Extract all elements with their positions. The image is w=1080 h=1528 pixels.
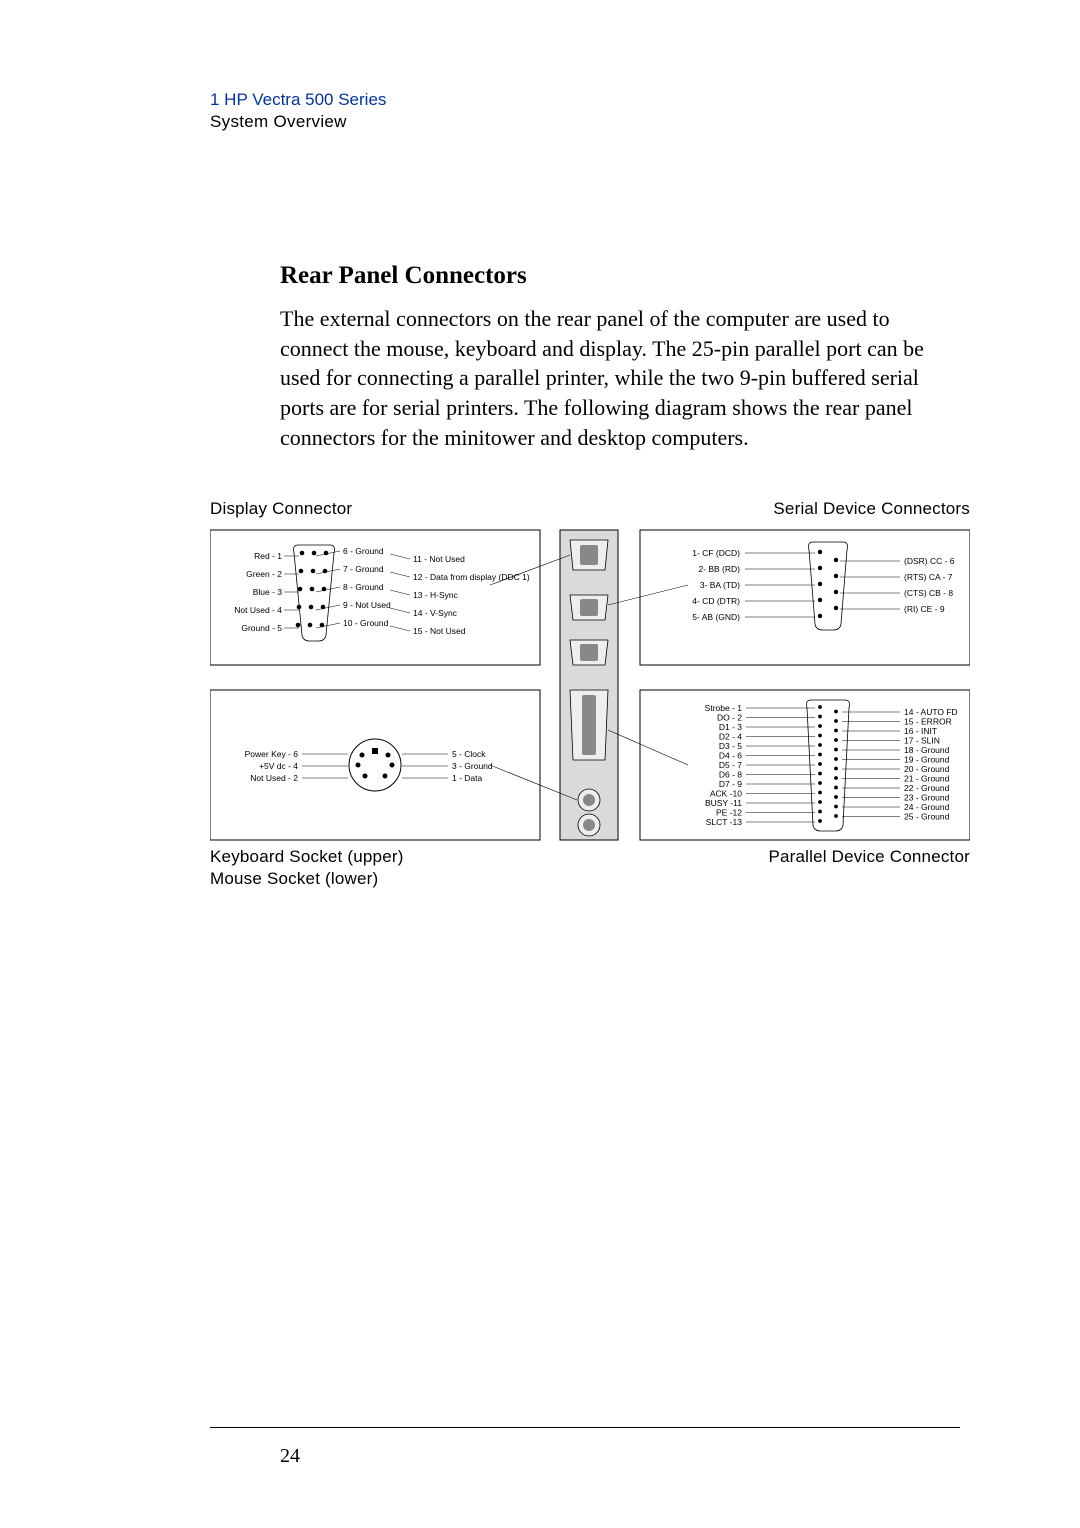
- header-chapter: 1 HP Vectra 500 Series: [210, 90, 960, 110]
- svg-text:19 - Ground: 19 - Ground: [904, 755, 950, 765]
- svg-text:21 - Ground: 21 - Ground: [904, 774, 950, 784]
- svg-text:1- CF (DCD): 1- CF (DCD): [692, 548, 740, 558]
- keyboard-socket-label: Keyboard Socket (upper): [210, 847, 404, 866]
- svg-text:5 - Clock: 5 - Clock: [452, 749, 486, 759]
- svg-text:18 - Ground: 18 - Ground: [904, 745, 950, 755]
- svg-text:15 - ERROR: 15 - ERROR: [904, 717, 952, 727]
- svg-text:17 - SLIN: 17 - SLIN: [904, 736, 940, 746]
- svg-text:8 - Ground: 8 - Ground: [343, 582, 384, 592]
- svg-text:(DSR) CC - 6: (DSR) CC - 6: [904, 556, 955, 566]
- svg-text:16 - INIT: 16 - INIT: [904, 726, 937, 736]
- svg-text:1 - Data: 1 - Data: [452, 773, 483, 783]
- serial-connector-box: 1- CF (DCD) 2- BB (RD) 3- BA (TD) 4- CD (DT…: [640, 530, 970, 665]
- svg-text:+5V dc - 4: +5V dc - 4: [259, 761, 298, 771]
- svg-text:11 - Not Used: 11 - Not Used: [413, 554, 465, 564]
- svg-text:D2 - 4: D2 - 4: [719, 732, 742, 742]
- body-paragraph: The external connectors on the rear pane…: [280, 304, 960, 452]
- svg-text:Strobe - 1: Strobe - 1: [705, 703, 743, 713]
- svg-text:D5 - 7: D5 - 7: [719, 760, 742, 770]
- svg-text:Not Used - 2: Not Used - 2: [250, 773, 298, 783]
- svg-text:D7 - 9: D7 - 9: [719, 779, 742, 789]
- display-connector-label: Display Connector: [210, 500, 352, 518]
- svg-text:D4 - 6: D4 - 6: [719, 751, 742, 761]
- rear-panel-strip: [560, 530, 618, 840]
- svg-text:14 - AUTO FD: 14 - AUTO FD: [904, 707, 958, 717]
- svg-text:Blue - 3: Blue - 3: [253, 587, 283, 597]
- svg-text:D3 - 5: D3 - 5: [719, 741, 742, 751]
- parallel-connector-label: Parallel Device Connector: [768, 847, 970, 866]
- svg-text:22 - Ground: 22 - Ground: [904, 783, 950, 793]
- svg-text:23 - Ground: 23 - Ground: [904, 793, 950, 803]
- display-connector-box: Red - 1 Green - 2 Blue - 3 Not Used - 4 Grou…: [210, 530, 540, 665]
- svg-text:13 - H-Sync: 13 - H-Sync: [413, 590, 459, 600]
- svg-text:D6 - 8: D6 - 8: [719, 770, 742, 780]
- svg-text:DO - 2: DO - 2: [717, 713, 742, 723]
- svg-text:6 - Ground: 6 - Ground: [343, 546, 384, 556]
- mouse-socket-label: Mouse Socket (lower): [210, 869, 378, 888]
- serial-connectors-label: Serial Device Connectors: [773, 500, 970, 518]
- svg-text:3 - Ground: 3 - Ground: [452, 761, 493, 771]
- svg-text:Green - 2: Green - 2: [246, 569, 282, 579]
- svg-text:25 - Ground: 25 - Ground: [904, 812, 950, 822]
- svg-text:PE -12: PE -12: [716, 808, 742, 818]
- svg-text:(RTS) CA - 7: (RTS) CA - 7: [904, 572, 953, 582]
- svg-text:(CTS) CB - 8: (CTS) CB - 8: [904, 588, 953, 598]
- svg-text:Red - 1: Red - 1: [254, 551, 282, 561]
- svg-text:Not Used - 4: Not Used - 4: [234, 605, 282, 615]
- svg-text:Ground - 5: Ground - 5: [241, 623, 282, 633]
- svg-text:7 - Ground: 7 - Ground: [343, 564, 384, 574]
- keyboard-socket-box: Power Key - 6 +5V dc - 4 Not Used - 2 5 - …: [210, 690, 540, 840]
- svg-text:Power Key - 6: Power Key - 6: [245, 749, 299, 759]
- svg-text:BUSY -11: BUSY -11: [705, 798, 742, 808]
- svg-text:4- CD (DTR): 4- CD (DTR): [692, 596, 740, 606]
- header-section: System Overview: [210, 112, 960, 132]
- svg-text:9 - Not Used: 9 - Not Used: [343, 600, 391, 610]
- svg-text:SLCT -13: SLCT -13: [706, 817, 742, 827]
- footer-rule: [210, 1427, 960, 1428]
- svg-text:14 - V-Sync: 14 - V-Sync: [413, 608, 458, 618]
- svg-text:24 - Ground: 24 - Ground: [904, 802, 950, 812]
- page-number: 24: [280, 1445, 300, 1468]
- svg-text:5- AB (GND): 5- AB (GND): [692, 612, 740, 622]
- svg-text:ACK -10: ACK -10: [710, 789, 742, 799]
- svg-text:2- BB (RD): 2- BB (RD): [698, 564, 740, 574]
- svg-text:10 - Ground: 10 - Ground: [343, 618, 389, 628]
- section-heading: Rear Panel Connectors: [280, 262, 960, 290]
- svg-text:3- BA (TD): 3- BA (TD): [700, 580, 740, 590]
- rear-panel-diagram: Display Connector Serial Device Connecto…: [210, 500, 970, 890]
- svg-text:12 - Data from display (DDC 1): 12 - Data from display (DDC 1): [413, 572, 530, 582]
- parallel-connector-box: Strobe - 1DO - 2D1 - 3D2 - 4D3 - 5D4 - 6…: [640, 690, 970, 840]
- svg-text:(RI) CE - 9: (RI) CE - 9: [904, 604, 945, 614]
- svg-text:20 - Ground: 20 - Ground: [904, 764, 950, 774]
- svg-text:D1 - 3: D1 - 3: [719, 722, 742, 732]
- svg-text:15 - Not Used: 15 - Not Used: [413, 626, 466, 636]
